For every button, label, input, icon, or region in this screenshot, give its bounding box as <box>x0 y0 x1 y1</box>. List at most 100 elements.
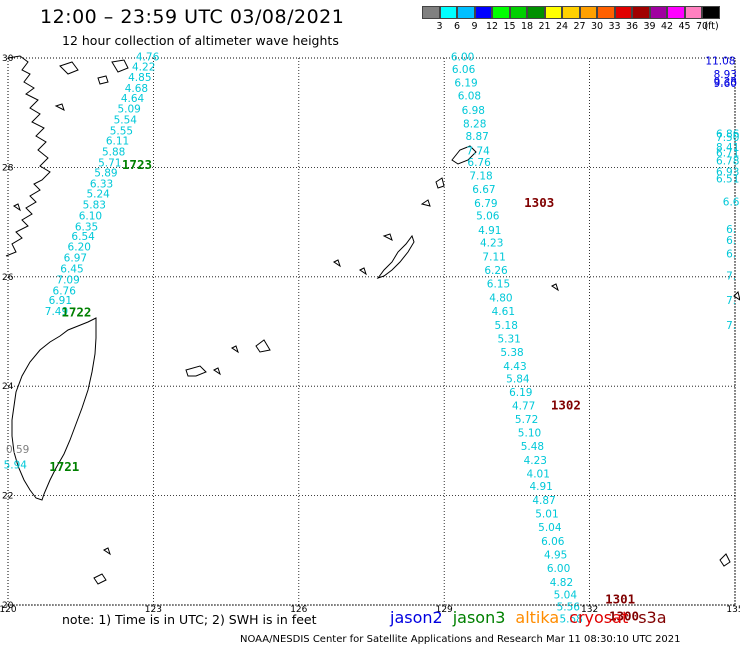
wave-height-value: 4.95 <box>544 550 567 562</box>
lat-tick-label: 22 <box>2 492 13 502</box>
satellite-name: altika <box>515 608 560 627</box>
wave-height-value: 7. <box>726 295 736 307</box>
legend-swatch <box>474 6 492 19</box>
legend-swatch <box>562 6 580 19</box>
wave-height-value: 6.19 <box>454 77 477 89</box>
legend-label: 12 <box>485 21 499 32</box>
legend-label: 39 <box>643 21 656 32</box>
wave-height-value: 6.45 <box>60 263 83 275</box>
wave-height-value: 5.18 <box>495 320 518 332</box>
wave-height-value: 11.08 <box>705 56 735 68</box>
track-id-label: 1723 <box>122 157 152 172</box>
wave-height-value: 6.54 <box>71 231 95 243</box>
wave-height-value: 5.54 <box>114 115 138 127</box>
wave-height-value: 6.71 <box>716 147 739 159</box>
legend-label: 45 <box>678 21 691 32</box>
wave-height-value: 4.80 <box>489 292 512 304</box>
legend-labels: 3 6 9 12 15 18 21 24 27 30 33 36 39 42 45 70 (ft) <box>422 21 740 35</box>
wave-height-value: 4.64 <box>121 93 145 105</box>
wave-height-value: 6.06 <box>541 536 565 548</box>
legend-label: 9 <box>471 21 478 32</box>
track-id-label: 1721 <box>49 459 79 474</box>
lon-tick-label: 120 <box>0 605 17 615</box>
wave-height-value: 8.41 <box>716 142 739 154</box>
wave-height-value: 7.09 <box>56 274 79 286</box>
legend-swatch <box>579 6 597 19</box>
legend-label: 42 <box>660 21 674 32</box>
track-id-label: 1301 <box>605 591 635 606</box>
china-coast <box>5 55 51 257</box>
wave-height-value: 6.93 <box>716 167 739 179</box>
wave-height-value: 5.06 <box>476 210 500 222</box>
page-title: 12:00 – 23:59 UTC 03/08/2021 <box>40 6 345 28</box>
legend-swatch <box>632 6 650 19</box>
wave-height-value: 6.06 <box>452 64 476 76</box>
wave-height-value: 6.19 <box>509 387 532 399</box>
wave-height-value: 4.76 <box>136 52 160 64</box>
wave-height-value: 6.97 <box>64 252 87 264</box>
track-id-label: 1303 <box>524 195 554 210</box>
wave-height-value: 4.23 <box>480 238 503 250</box>
legend-swatch <box>649 6 667 19</box>
footer-note: note: 1) Time is in UTC; 2) SWH is in fe… <box>62 612 317 627</box>
satellite-legend: jason2 jason3 altika cryosat s3a <box>390 608 677 627</box>
wave-height-value: 0.59 <box>6 444 29 456</box>
wave-height-value: 6. <box>726 224 736 236</box>
legend-label: 70 <box>695 21 709 32</box>
legend-swatch <box>684 6 702 19</box>
wave-height-value: 8.93 <box>714 69 737 81</box>
wave-height-value: 4.91 <box>478 225 501 237</box>
legend-label: 3 <box>436 21 443 32</box>
lon-tick-label: 129 <box>436 605 453 615</box>
wave-height-value: 6.91 <box>49 295 72 307</box>
wave-height-value: 6.76 <box>53 285 77 297</box>
wave-height-value: 5.72 <box>515 414 538 426</box>
wave-height-value: 9.38 <box>714 76 737 88</box>
lat-lon-grid <box>7 57 736 606</box>
wave-height-value: 7.50 <box>716 132 739 144</box>
legend-swatch <box>702 6 720 19</box>
legend-label: 18 <box>520 21 534 32</box>
legend-label: 36 <box>625 21 639 32</box>
lat-tick-label: 28 <box>2 163 14 173</box>
lon-tick-label: 135 <box>726 605 740 615</box>
wave-height-value: 6.20 <box>68 242 91 254</box>
wave-height-value: 7.49 <box>45 306 68 318</box>
wave-height-value: 4.68 <box>125 83 148 95</box>
wave-height-value: 5.04 <box>538 522 562 534</box>
wave-height-value: 7. <box>726 271 736 283</box>
wave-height-value: 4.22 <box>132 62 155 74</box>
wave-height-value: 4.77 <box>512 401 535 413</box>
okinawa <box>376 234 415 279</box>
wave-height-value: 4.61 <box>492 306 515 318</box>
wave-height-value: 5.10 <box>518 428 541 440</box>
wave-height-value: 5.71 <box>98 157 121 169</box>
lat-tick-label: 20 <box>2 601 14 611</box>
wave-height-value: 5.48 <box>521 441 544 453</box>
wave-height-value: 5.88 <box>102 146 125 158</box>
wave-height-value: 6.15 <box>487 279 510 291</box>
wave-height-value: 4.91 <box>529 481 552 493</box>
legend-swatch <box>492 6 510 19</box>
wave-height-value: 6.26 <box>484 265 508 277</box>
legend-label: 30 <box>590 21 604 32</box>
wave-height-value: 8.28 <box>463 118 486 130</box>
satellite-name: jason3 <box>452 608 506 627</box>
wave-height-value: 5.89 <box>94 168 117 180</box>
legend-label: 15 <box>503 21 516 32</box>
wave-height-value: 6.51 <box>716 174 739 186</box>
wave-height-value: 6.86 <box>716 128 740 140</box>
coastline <box>5 55 740 585</box>
wave-height-value: 6.79 <box>474 198 497 210</box>
wave-height-value: 4.87 <box>532 495 555 507</box>
wave-height-value: 5.09 <box>117 104 140 116</box>
wave-height-value: 5.04 <box>554 589 578 601</box>
legend-swatch <box>614 6 632 19</box>
legend-label: 33 <box>608 21 621 32</box>
lat-tick-label: 24 <box>2 382 14 392</box>
wave-height-value: 4.23 <box>524 455 547 467</box>
wave-height-value: 6.10 <box>79 210 102 222</box>
track-ids: 1723 1722 1721 1303 1302 1301 1300 <box>49 157 639 623</box>
satellite-name: s3a <box>638 608 667 627</box>
